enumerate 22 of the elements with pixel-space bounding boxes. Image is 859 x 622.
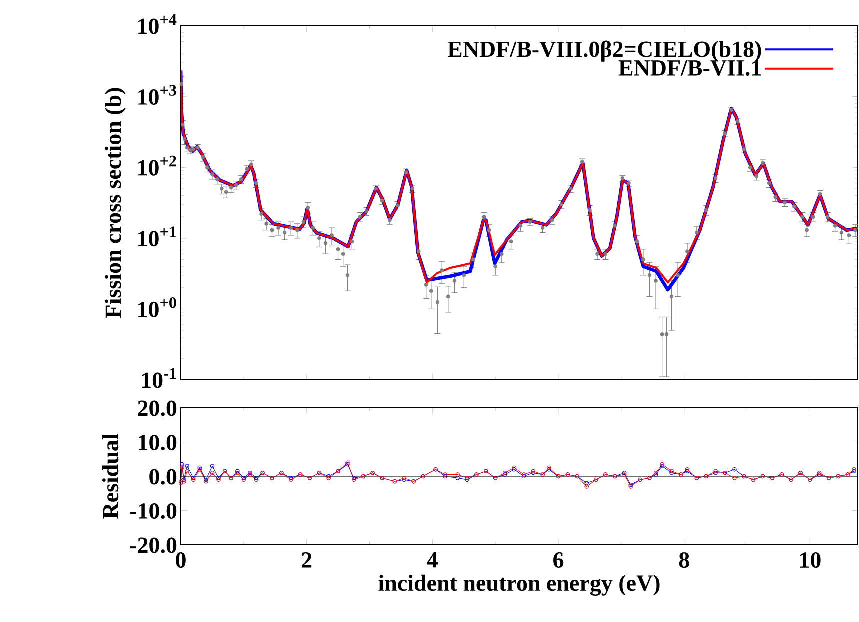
x-tick-label: 0	[176, 552, 186, 568]
x-tick-label: 6	[554, 552, 564, 568]
y-tick-label: 10$^{+2}$	[138, 156, 176, 176]
y-tick-label: 10$^{-1}$	[142, 368, 176, 388]
y-tick-label: 0.0	[150, 469, 177, 485]
x-axis-title: incident neutron energy (eV)	[378, 574, 660, 596]
y-tick-label: 10.0	[139, 434, 177, 451]
y-tick-label: -20.0	[130, 538, 177, 554]
y-tick-label: 10$^{+3}$	[138, 85, 176, 106]
y-tick-label: 10$^{+4}$	[138, 14, 177, 34]
y-axis-title: Residual	[102, 434, 119, 519]
y-tick-label: -10.0	[130, 503, 177, 520]
y-tick-label: 10$^{+0}$	[138, 297, 176, 318]
x-tick-label: 2	[302, 552, 312, 568]
y-tick-label: 10$^{+1}$	[138, 226, 176, 247]
legend-label: ENDF/B-VII.1	[618, 60, 762, 76]
x-tick-label: 4	[427, 552, 438, 568]
x-tick-label: 10	[800, 552, 821, 568]
y-axis-title: Fission cross section (b)	[105, 88, 126, 318]
y-tick-label: 20.0	[138, 400, 177, 416]
legend-label: ENDF/B-VIII.0β2=CIELO(b18)	[448, 40, 762, 62]
x-tick-label: 8	[679, 552, 690, 568]
